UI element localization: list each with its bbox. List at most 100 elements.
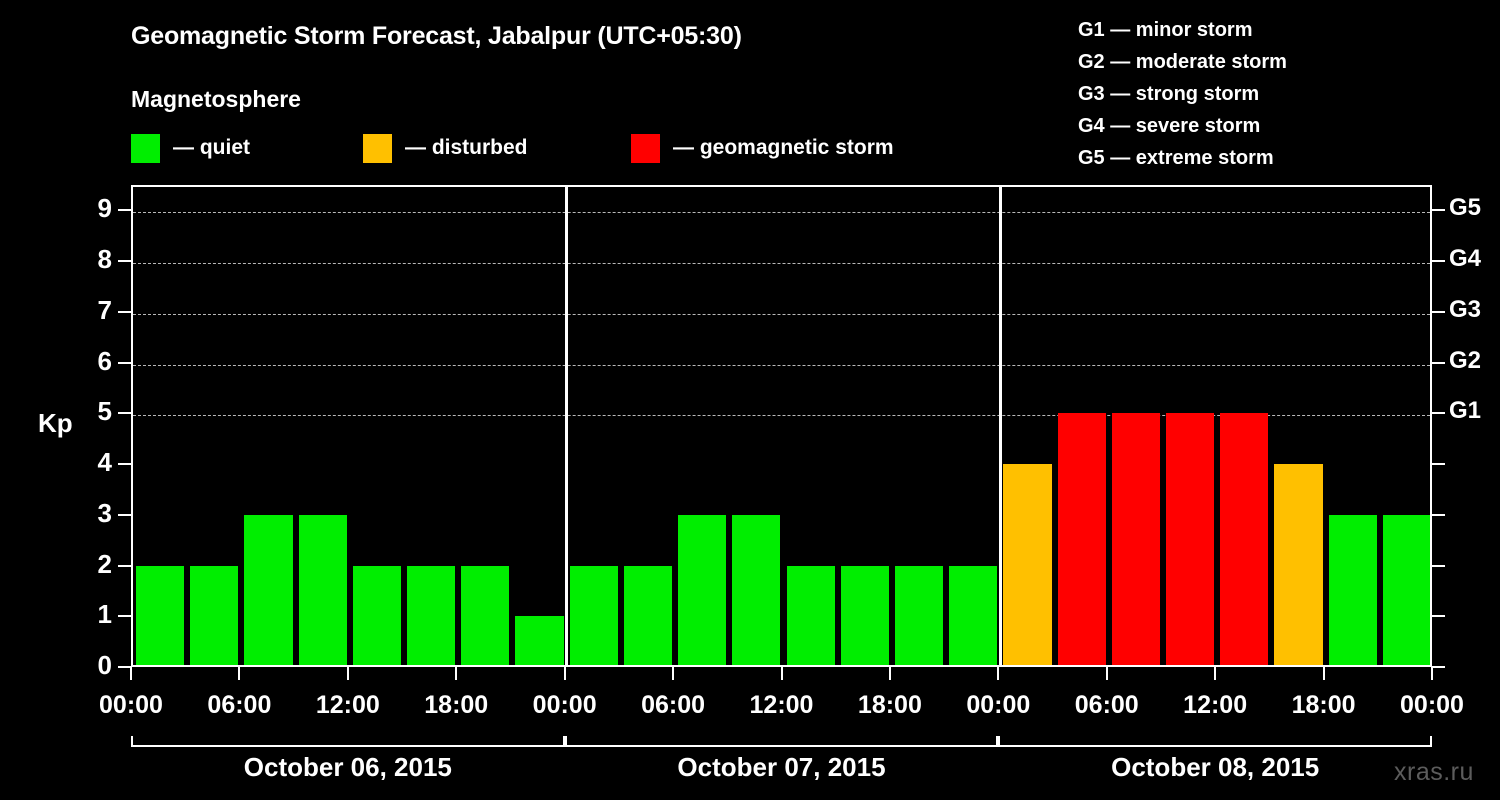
gscale-line-g5: G5 — extreme storm (1078, 147, 1274, 169)
legend-swatch-geomagnetic-storm (631, 133, 660, 163)
x-tick-mark-9 (1105, 667, 1108, 680)
bar-kp (136, 565, 185, 667)
y-tick-mark-5 (118, 412, 131, 415)
legend-swatch-disturbed (363, 133, 392, 163)
bar-kp (840, 565, 889, 667)
bar-kp (461, 565, 510, 667)
x-tick-mark-8 (997, 667, 1000, 680)
bar-kp (623, 565, 673, 667)
day-bracket-2 (564, 736, 999, 747)
x-tick-label-2: 12:00 (315, 691, 380, 719)
right-tick-mark-g3 (1432, 310, 1445, 313)
bar-kp (894, 565, 944, 667)
y-tick-mark-3 (118, 513, 131, 516)
x-tick-label-3: 18:00 (424, 691, 489, 719)
gscale-line-g4: G4 — severe storm (1078, 115, 1261, 137)
y-tick-label-3: 3 (97, 497, 112, 528)
x-tick-mark-6 (780, 667, 783, 680)
y-tick-label-2: 2 (97, 548, 112, 579)
x-tick-mark-1 (238, 667, 241, 680)
bar-kp (298, 514, 347, 667)
right-tick-label-g2: G2 (1449, 346, 1482, 374)
x-tick-label-12: 00:00 (1400, 691, 1464, 719)
day-label-2: October 07, 2015 (677, 752, 886, 782)
right-minor-tick-2 (1432, 564, 1445, 567)
gridline-kp-7 (133, 313, 1430, 315)
right-tick-label-g3: G3 (1449, 295, 1482, 323)
bar-kp (244, 514, 293, 667)
gridline-kp-6 (133, 364, 1430, 366)
legend-swatch-quiet (131, 133, 160, 163)
y-tick-mark-1 (118, 615, 131, 618)
gridline-kp-8 (133, 263, 1430, 265)
bar-kp (190, 565, 239, 667)
plot-area (131, 185, 1432, 667)
day-bracket-1 (131, 736, 565, 747)
right-minor-tick-3 (1432, 513, 1445, 516)
bar-kp (678, 514, 727, 667)
y-tick-label-4: 4 (97, 447, 112, 478)
right-tick-mark-g4 (1432, 260, 1445, 263)
day-label-3: October 08, 2015 (1111, 752, 1320, 782)
legend-item-quiet: — quiet (131, 133, 250, 163)
bar-kp (732, 514, 781, 667)
y-tick-mark-8 (118, 260, 131, 263)
bar-kp (407, 565, 456, 667)
y-tick-mark-2 (118, 564, 131, 567)
bar-kp (1003, 464, 1052, 667)
y-tick-label-8: 8 (97, 244, 112, 275)
y-tick-mark-7 (118, 310, 131, 313)
y-tick-label-0: 0 (97, 650, 112, 680)
bar-kp (949, 565, 998, 667)
x-tick-mark-3 (455, 667, 458, 680)
y-tick-label-7: 7 (97, 294, 112, 325)
x-tick-label-8: 00:00 (966, 691, 1031, 719)
x-tick-mark-7 (888, 667, 891, 680)
legend-label-quiet: — quiet (173, 136, 250, 159)
right-minor-tick-0 (1432, 666, 1445, 668)
plot-inner (133, 187, 1430, 667)
x-tick-mark-12 (1431, 667, 1433, 680)
y-tick-label-6: 6 (97, 345, 112, 376)
right-tick-label-g5: G5 (1449, 194, 1482, 222)
right-tick-mark-g2 (1432, 361, 1445, 364)
day-separator-1 (565, 187, 569, 667)
right-tick-label-g1: G1 (1449, 397, 1482, 425)
bar-kp (352, 565, 402, 667)
day-label-1: October 06, 2015 (243, 752, 452, 782)
y-tick-mark-0 (118, 666, 131, 668)
x-axis-line (131, 665, 1432, 667)
bar-kp (569, 565, 618, 667)
x-tick-mark-4 (563, 667, 566, 680)
x-tick-mark-2 (346, 667, 349, 680)
right-minor-tick-1 (1432, 615, 1445, 618)
legend-item-disturbed: — disturbed (363, 133, 528, 163)
right-tick-label-g4: G4 (1449, 245, 1482, 273)
x-tick-label-1: 06:00 (207, 691, 272, 719)
x-tick-label-6: 12:00 (749, 691, 814, 719)
day-separator-2 (998, 187, 1002, 667)
day-bracket-3 (998, 736, 1432, 747)
legend-item-geomagnetic-storm: — geomagnetic storm (631, 133, 894, 163)
bar-kp (515, 616, 564, 667)
y-axis-title: Kp (38, 408, 73, 438)
y-tick-mark-9 (118, 209, 131, 212)
gscale-line-g1: G1 — minor storm (1078, 19, 1253, 41)
y-tick-mark-6 (118, 361, 131, 364)
y-tick-label-1: 1 (97, 599, 112, 630)
page-title: Geomagnetic Storm Forecast, Jabalpur (UT… (131, 22, 742, 50)
gscale-line-g3: G3 — strong storm (1078, 83, 1260, 105)
x-tick-mark-5 (672, 667, 675, 680)
x-tick-mark-10 (1214, 667, 1217, 680)
x-tick-mark-0 (130, 667, 132, 680)
bar-kp (786, 565, 835, 667)
bar-kp (1057, 413, 1106, 667)
gridline-kp-9 (133, 212, 1430, 214)
x-tick-label-9: 06:00 (1074, 691, 1139, 719)
legend-label-geomagnetic-storm: — geomagnetic storm (673, 136, 894, 159)
bar-kp (1165, 413, 1215, 667)
bar-kp (1220, 413, 1269, 667)
x-tick-label-7: 18:00 (857, 691, 922, 719)
legend-label-disturbed: — disturbed (405, 136, 528, 159)
